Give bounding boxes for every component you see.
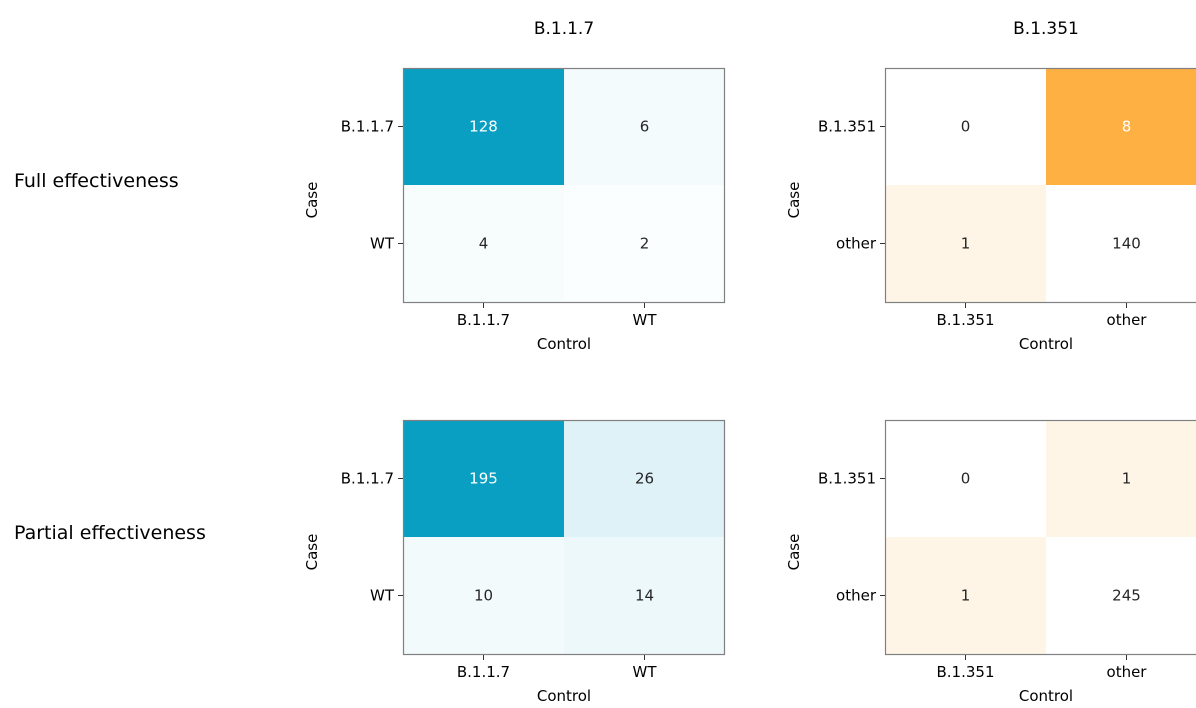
heatmap-panel-4: 0 1 1 245 B.1.351 other B.1.351 other Control Cas… [785, 419, 1196, 705]
heatmap-cell [1046, 537, 1196, 654]
heatmap-cell [885, 537, 1046, 654]
y-tick-label: WT [370, 587, 395, 605]
y-tick-label: WT [370, 235, 395, 253]
y-axis-label: Case [785, 534, 803, 571]
cell-value-label: 1 [961, 587, 971, 605]
y-axis-label: Case [785, 182, 803, 219]
x-tick-label: other [1107, 663, 1148, 681]
heatmap-cell [564, 537, 725, 654]
axes-frame [402, 67, 726, 304]
column-title: B.1.351 [1013, 19, 1079, 39]
axes-frame [884, 419, 1196, 656]
cell-value-label: 1 [1122, 470, 1132, 488]
row-label: Full effectiveness [14, 170, 179, 192]
axes-frame [884, 67, 1196, 304]
heatmap-cell [885, 185, 1046, 302]
heatmap-cell [403, 68, 564, 185]
y-tick-label: B.1.1.7 [341, 118, 394, 136]
cell-value-label: 2 [640, 235, 650, 253]
heatmap-cell [885, 420, 1046, 537]
y-tick-label: other [836, 235, 877, 253]
x-tick-label: other [1107, 311, 1148, 329]
cell-value-label: 4 [479, 235, 489, 253]
cell-value-label: 14 [635, 587, 654, 605]
row-label: Partial effectiveness [14, 522, 206, 544]
cell-value-label: 128 [469, 118, 498, 136]
x-tick-label: WT [633, 311, 658, 329]
cell-value-label: 1 [961, 235, 971, 253]
y-tick-label: B.1.1.7 [341, 470, 394, 488]
x-tick-label: B.1.1.7 [457, 311, 510, 329]
cell-value-label: 0 [961, 470, 971, 488]
cell-value-label: 10 [474, 587, 493, 605]
cell-value-label: 195 [469, 470, 498, 488]
heatmap-cell [403, 537, 564, 654]
y-tick-label: B.1.351 [818, 470, 876, 488]
heatmap-cell [564, 420, 725, 537]
cell-value-label: 6 [640, 118, 650, 136]
axes-frame [402, 419, 726, 656]
x-tick-label: B.1.1.7 [457, 663, 510, 681]
heatmap-cell [1046, 420, 1196, 537]
cell-value-label: 245 [1112, 587, 1141, 605]
x-tick-label: B.1.351 [936, 663, 994, 681]
heatmap-cell [885, 68, 1046, 185]
y-tick-label: B.1.351 [818, 118, 876, 136]
heatmap-cell [564, 185, 725, 302]
column-title: B.1.1.7 [534, 19, 594, 39]
heatmap-cell [403, 420, 564, 537]
x-tick-label: WT [633, 663, 658, 681]
x-tick-label: B.1.351 [936, 311, 994, 329]
heatmap-panel-1: 128 6 4 2 B.1.1.7 WT B.1.1.7 WT Control Case B.1.1… [14, 19, 726, 353]
heatmap-panel-2: 0 8 1 140 B.1.351 other B.1.351 other Control Cas… [785, 19, 1196, 353]
cell-value-label: 0 [961, 118, 971, 136]
y-axis-label: Case [303, 182, 321, 219]
y-axis-label: Case [303, 534, 321, 571]
cell-value-label: 8 [1122, 118, 1132, 136]
y-tick-label: other [836, 587, 877, 605]
x-axis-label: Control [1019, 335, 1073, 353]
heatmap-cell [403, 185, 564, 302]
x-axis-label: Control [537, 335, 591, 353]
x-axis-label: Control [537, 687, 591, 705]
cell-value-label: 26 [635, 470, 654, 488]
heatmap-panel-3: 195 26 10 14 B.1.1.7 WT B.1.1.7 WT Control Case Pa… [14, 419, 726, 705]
x-axis-label: Control [1019, 687, 1073, 705]
heatmap-cell [1046, 185, 1196, 302]
heatmap-cell [1046, 68, 1196, 185]
cell-value-label: 140 [1112, 235, 1141, 253]
heatmap-cell [564, 68, 725, 185]
